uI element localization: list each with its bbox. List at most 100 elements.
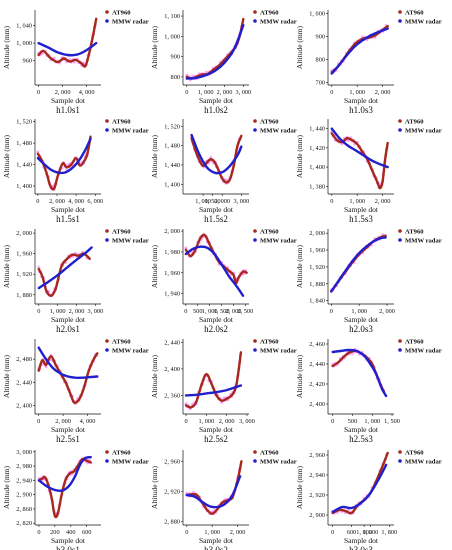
y-tick-label: 1, 420 [309,145,325,152]
x-tick-label: 0 [184,308,187,315]
x-tick-label: 2, 000 [217,89,233,96]
x-tick-label: 1, 000 [349,89,365,96]
legend-at960-marker [105,450,109,454]
legend-at960-label: AT960 [405,119,424,126]
mmw-radar-curve [190,133,243,175]
x-axis-title: Sample dot [344,536,379,545]
x-tick-label: 0 [37,89,40,96]
y-tick-label: 2, 480 [16,356,32,363]
mmw-radar-curve [37,41,98,57]
legend-mmw-label: MMW radar [260,459,297,466]
y-tick-label: 2, 880 [164,518,180,525]
y-tick-label: 1, 960 [164,270,180,277]
x-tick-label: 1, 500 [205,198,221,205]
y-tick-label: 2, 360 [164,392,180,399]
x-tick-label: 1, 500 [384,418,400,425]
x-tick-label: 2, 000 [214,198,230,205]
x-tick-label: 1, 500 [214,308,230,315]
y-tick-label: 2, 960 [309,452,325,459]
legend: AT960 MMW radar [105,450,149,466]
legend-at960-marker [105,119,109,123]
x-tick-label: 0 [37,308,40,315]
legend-mmw-marker [253,459,257,463]
x-axis-title: Sample dot [344,96,379,105]
legend-at960-label: AT960 [260,229,279,236]
legend: AT960 MMW radar [398,450,442,466]
y-tick-label: 800 [171,74,180,81]
y-axis-title: Altitude (mm) [2,465,11,509]
panel-label: h2.0s3 [349,324,373,334]
x-tick-label: 0 [331,418,334,425]
at960-curve [37,457,92,519]
at960-curve [37,352,99,404]
y-tick-label: 900 [171,54,180,61]
x-tick-label: 1, 000 [356,529,372,536]
mmw-radar-curve [330,27,389,75]
panel-label: h1.5s3 [349,214,373,224]
legend-mmw-label: MMW radar [405,19,442,26]
legend: AT960 MMW radar [398,119,442,135]
mmw-radar-curve [330,236,387,293]
legend-at960-label: AT960 [260,450,279,457]
y-tick-label: 2, 440 [164,339,180,346]
at960-curve [184,233,248,285]
x-axis-title: Sample dot [51,425,86,434]
legend-mmw-label: MMW radar [405,128,442,135]
legend-mmw-label: MMW radar [260,19,297,26]
legend-at960-marker [398,10,402,14]
y-tick-label: 1, 000 [164,33,180,40]
legend: AT960 MMW radar [105,229,149,245]
y-tick-label: 1, 960 [16,251,32,258]
x-tick-label: 0 [37,529,40,536]
x-tick-label: 4, 000 [80,418,96,425]
x-tick-label: 1, 800 [381,529,397,536]
legend-at960-label: AT960 [405,229,424,236]
x-tick-label: 0 [184,418,187,425]
at960-curve [190,134,243,184]
legend-at960-marker [253,119,257,123]
legend-at960-marker [105,10,109,14]
legend-at960-marker [398,450,402,454]
legend-mmw-marker [398,128,402,132]
y-tick-label: 2, 000 [16,230,32,237]
x-tick-label: 6, 000 [87,198,103,205]
y-tick-label: 1, 880 [309,281,325,288]
y-tick-label: 1, 400 [309,164,325,171]
x-axis-title: Sample dot [51,96,86,105]
y-tick-label: 1, 520 [16,119,32,126]
y-axis-title: Altitude (mm) [150,25,159,69]
legend-at960-label: AT960 [112,339,131,346]
at960-curve [37,17,98,68]
legend: AT960 MMW radar [105,339,149,355]
x-tick-label: 1, 000 [349,198,365,205]
mmw-radar-curve [330,127,389,169]
legend-at960-label: AT960 [260,10,279,17]
legend-at960-label: AT960 [112,119,131,126]
x-tick-label: 2, 000 [375,89,391,96]
y-tick-label: 2, 960 [164,458,180,465]
y-tick-label: 2, 400 [309,401,325,408]
legend-mmw-marker [105,128,109,132]
panel-h1-5s3: 1, 380 1, 400 1, 420 1, 440 0 1, 000 2, 000 Alt… [295,119,442,225]
panel-h3-0s2: 2, 880 2, 920 2, 960 0 1, 000 2, 000 Altitude … [150,450,297,550]
y-tick-label: 1, 960 [309,247,325,254]
panel-label: h2.5s2 [204,434,228,444]
legend-mmw-label: MMW radar [112,459,149,466]
y-tick-label: 2, 940 [16,477,32,484]
panel-h2-5s1: 2, 400 2, 440 2, 480 0 2, 000 4, 000 Altitude … [2,339,149,445]
x-tick-label: 1, 000 [198,89,214,96]
y-tick-label: 2, 420 [309,381,325,388]
legend-at960-marker [398,339,402,343]
y-tick-label: 1, 100 [164,13,180,20]
legend-at960-marker [253,229,257,233]
legend: AT960 MMW radar [253,339,297,355]
legend: AT960 MMW radar [398,339,442,355]
panel-label: h2.0s1 [56,324,80,334]
x-tick-label: 3, 000 [235,89,251,96]
at960-dot [36,150,40,154]
panel-label: h1.0s2 [204,105,228,115]
y-axis-title: Altitude (mm) [295,354,304,398]
legend-at960-marker [253,450,257,454]
panel-label: h2.5s1 [56,434,80,444]
